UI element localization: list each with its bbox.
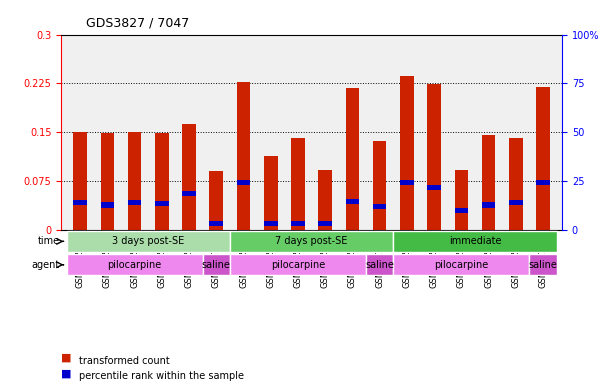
Bar bbox=[346, 88, 359, 230]
Bar bbox=[536, 180, 550, 185]
Text: percentile rank within the sample: percentile rank within the sample bbox=[79, 371, 244, 381]
Bar bbox=[155, 133, 169, 230]
Bar bbox=[236, 82, 251, 230]
Bar bbox=[318, 220, 332, 226]
Bar bbox=[373, 204, 387, 210]
Bar bbox=[128, 132, 141, 230]
Text: saline: saline bbox=[365, 260, 394, 270]
Text: 7 days post-SE: 7 days post-SE bbox=[276, 237, 348, 247]
FancyBboxPatch shape bbox=[67, 231, 230, 252]
Text: 3 days post-SE: 3 days post-SE bbox=[112, 237, 185, 247]
FancyBboxPatch shape bbox=[393, 254, 530, 275]
Text: saline: saline bbox=[529, 260, 557, 270]
Bar bbox=[291, 138, 305, 230]
Bar bbox=[236, 180, 251, 185]
Bar bbox=[509, 138, 522, 230]
Bar bbox=[128, 200, 141, 205]
Bar bbox=[509, 200, 522, 205]
Bar bbox=[291, 220, 305, 226]
Text: time: time bbox=[38, 237, 60, 247]
Text: GDS3827 / 7047: GDS3827 / 7047 bbox=[86, 16, 189, 29]
Bar bbox=[182, 124, 196, 230]
Bar bbox=[455, 207, 468, 213]
Text: agent: agent bbox=[32, 260, 60, 270]
Bar bbox=[182, 191, 196, 197]
Bar bbox=[73, 132, 87, 230]
Text: pilocarpine: pilocarpine bbox=[271, 260, 325, 270]
Bar bbox=[400, 180, 414, 185]
Bar bbox=[264, 220, 277, 226]
Bar bbox=[210, 171, 223, 230]
Bar bbox=[101, 133, 114, 230]
Text: saline: saline bbox=[202, 260, 231, 270]
Bar bbox=[264, 156, 277, 230]
Bar bbox=[482, 202, 496, 207]
Bar bbox=[482, 136, 496, 230]
Text: pilocarpine: pilocarpine bbox=[108, 260, 162, 270]
Bar bbox=[210, 220, 223, 226]
Bar bbox=[373, 141, 387, 230]
Bar bbox=[400, 76, 414, 230]
Text: ■: ■ bbox=[61, 368, 71, 378]
Text: ■: ■ bbox=[61, 353, 71, 363]
Text: pilocarpine: pilocarpine bbox=[434, 260, 489, 270]
Bar bbox=[155, 201, 169, 206]
FancyBboxPatch shape bbox=[366, 254, 393, 275]
FancyBboxPatch shape bbox=[67, 254, 203, 275]
Bar bbox=[101, 202, 114, 207]
Bar bbox=[536, 86, 550, 230]
FancyBboxPatch shape bbox=[203, 254, 230, 275]
Bar bbox=[73, 200, 87, 205]
Bar bbox=[455, 170, 468, 230]
Text: immediate: immediate bbox=[448, 237, 501, 247]
FancyBboxPatch shape bbox=[230, 254, 366, 275]
Bar bbox=[318, 170, 332, 230]
FancyBboxPatch shape bbox=[530, 254, 557, 275]
Bar bbox=[427, 185, 441, 190]
Text: transformed count: transformed count bbox=[79, 356, 170, 366]
Bar bbox=[427, 84, 441, 230]
FancyBboxPatch shape bbox=[393, 231, 557, 252]
Bar bbox=[346, 199, 359, 204]
FancyBboxPatch shape bbox=[230, 231, 393, 252]
